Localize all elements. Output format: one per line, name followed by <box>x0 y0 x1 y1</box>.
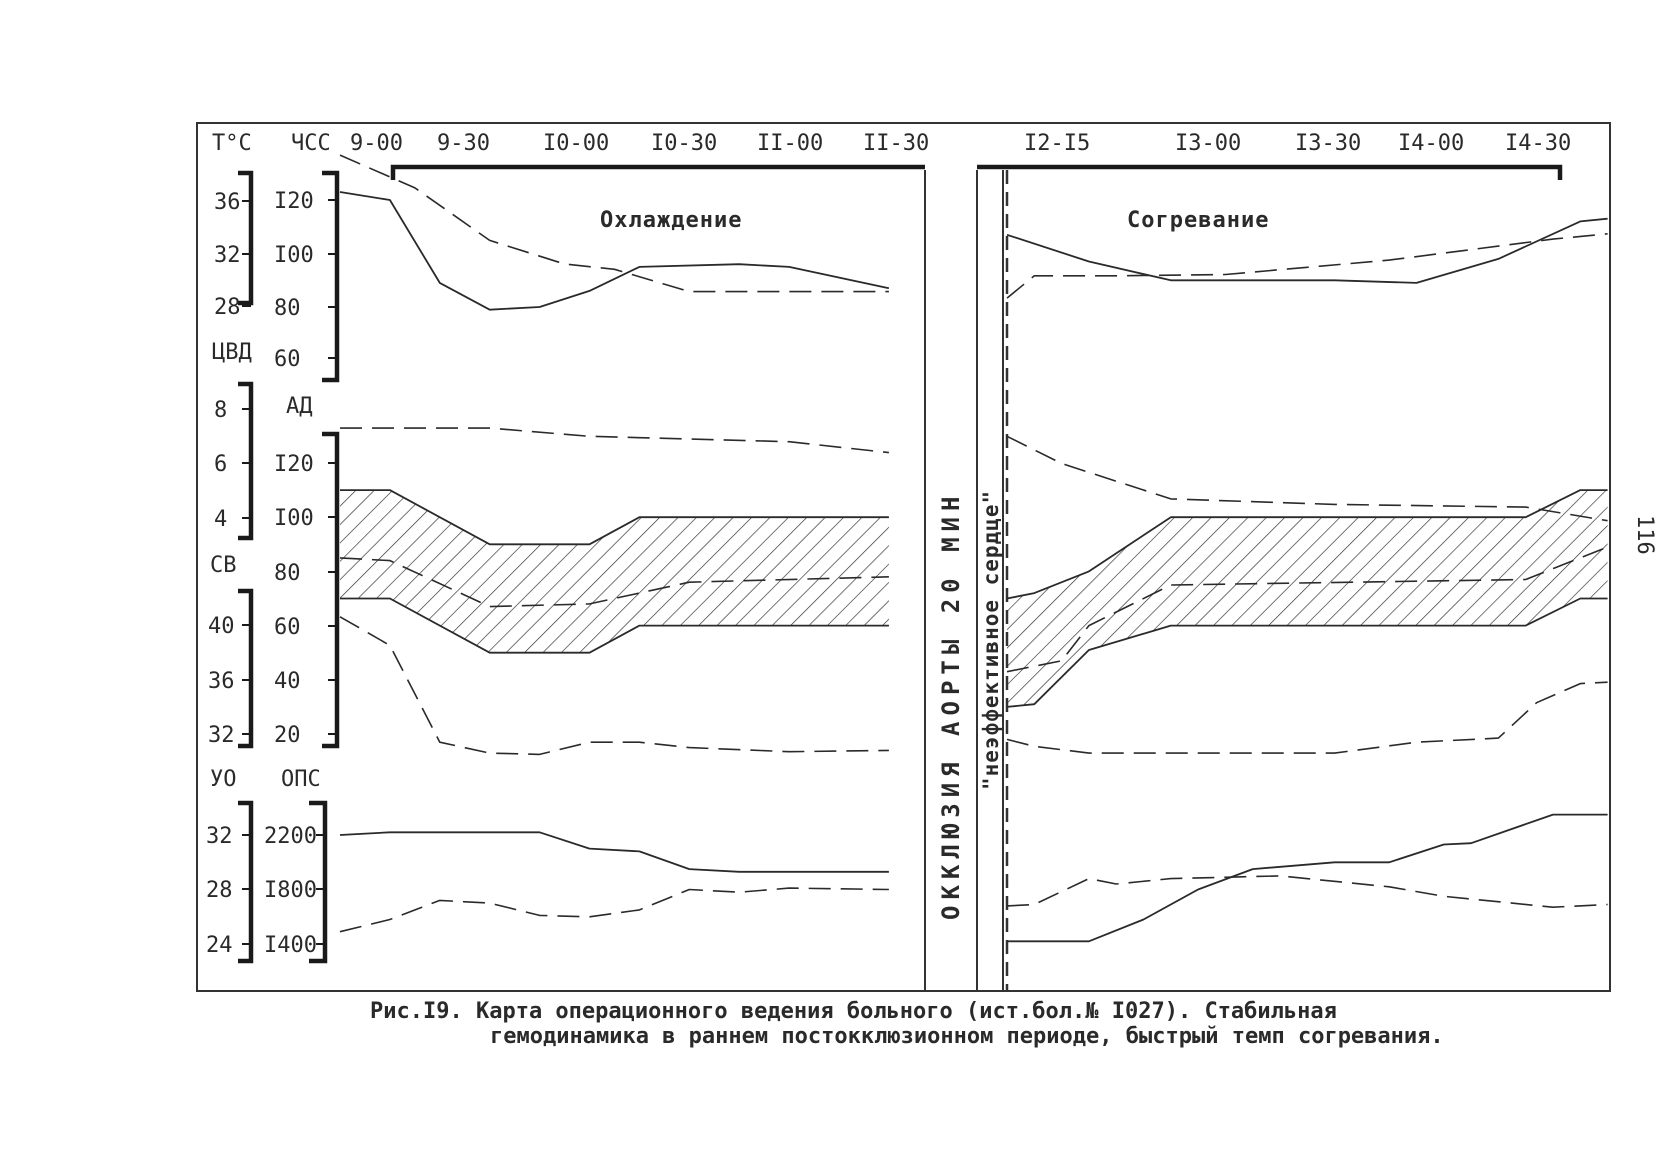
series-line-bp-cooling <box>340 489 889 546</box>
bp-tick-label: 20 <box>274 723 301 748</box>
time-tick-label: I4-00 <box>1398 131 1464 156</box>
bp-tick-label: I00 <box>274 506 314 531</box>
bp-band-cooling <box>340 490 889 653</box>
time-tick-label: 9-00 <box>350 131 403 156</box>
blood-volume-tick-label: 36 <box>208 669 235 694</box>
series-line-bp-cooling <box>339 557 889 608</box>
series-line-temperature-warming <box>1006 233 1608 299</box>
series-line-bp-warming <box>1006 597 1608 708</box>
time-tick-label: I3-00 <box>1175 131 1241 156</box>
cvp-tick-label: 4 <box>214 507 227 532</box>
heart-rate-tick-label: I00 <box>274 243 314 268</box>
bp-tick-label: 80 <box>274 561 301 586</box>
temperature-tick-label: 28 <box>214 295 241 320</box>
resistance-tick-label: I800 <box>264 878 317 903</box>
stroke-volume-tick-label: 24 <box>206 933 233 958</box>
heart-rate-tick-label: 60 <box>274 347 301 372</box>
time-tick-label: I4-30 <box>1505 131 1571 156</box>
time-tick-label: I2-I5 <box>1024 131 1090 156</box>
heart-rate-header: ЧСС <box>291 131 331 156</box>
caption-line-1: Рис.I9. Карта операционного ведения боль… <box>370 999 1337 1024</box>
series-line-bp-warming <box>1006 489 1608 600</box>
resistance-tick-label: 2200 <box>264 824 317 849</box>
page-number: 116 <box>1632 515 1657 555</box>
series-line-temperature-cooling <box>339 154 889 293</box>
occlusion-label: ОККЛЮЗИЯ АОРТЫ 20 МИН <box>937 491 965 920</box>
time-axis <box>390 164 1563 180</box>
bp-tick-label: 40 <box>274 669 301 694</box>
occlusion-band <box>924 170 1009 991</box>
caption-line-2: гемодинамика в раннем постокклюзионном п… <box>490 1024 1444 1049</box>
resistance-axis-label: ОПС <box>281 767 321 792</box>
time-tick-label: II-00 <box>757 131 823 156</box>
heart-rate-tick-label: I20 <box>274 189 314 214</box>
bp-tick-label: 60 <box>274 615 301 640</box>
blood-volume-tick-label: 32 <box>208 723 235 748</box>
ineffective-heart-label: "неэффективное сердце" <box>979 490 1003 790</box>
blood-volume-tick-label: 40 <box>208 614 235 639</box>
temperature-tick-label: 36 <box>214 190 241 215</box>
time-tick-label: I0-30 <box>651 131 717 156</box>
series-line-bp-warming <box>1006 546 1608 673</box>
blood-volume-axis-label: СВ <box>210 553 237 578</box>
series-line-cvp-cooling <box>340 427 889 454</box>
series-line-resistance-warming <box>1006 875 1608 908</box>
bp-axis-label: АД <box>286 394 313 419</box>
bp-tick-label: I20 <box>274 452 314 477</box>
temperature-tick-label: 32 <box>214 243 241 268</box>
time-tick-label: I0-00 <box>543 131 609 156</box>
cvp-axis-label: ЦВД <box>212 340 252 365</box>
cvp-tick-label: 6 <box>214 452 227 477</box>
series-line-blood_volume-cooling <box>339 616 889 756</box>
series-line-bp-cooling <box>340 597 889 654</box>
cooling-label: Охлаждение <box>600 208 742 233</box>
stroke-volume-axis-label: УО <box>210 767 237 792</box>
series-line-blood_volume-warming <box>1006 681 1608 754</box>
cvp-tick-label: 8 <box>214 398 227 423</box>
time-tick-label: I3-30 <box>1295 131 1361 156</box>
series-line-stroke_volume-cooling <box>339 831 889 873</box>
stroke-volume-tick-label: 28 <box>206 878 233 903</box>
series-line-resistance-cooling <box>339 887 889 933</box>
resistance-tick-label: I400 <box>264 933 317 958</box>
warming-label: Согревание <box>1127 208 1269 233</box>
bp-band-warming <box>1007 490 1608 707</box>
series-line-heart_rate-warming <box>1006 217 1608 284</box>
series-line-heart_rate-cooling <box>339 191 890 311</box>
series-line-cvp-warming <box>1006 435 1608 522</box>
heart-rate-tick-label: 80 <box>274 296 301 321</box>
time-tick-label: II-30 <box>863 131 929 156</box>
temperature-header: T°C <box>212 131 252 156</box>
stroke-volume-tick-label: 32 <box>206 824 233 849</box>
series-line-stroke_volume-warming <box>1007 813 1608 943</box>
time-tick-label: 9-30 <box>437 131 490 156</box>
axis-brackets <box>238 170 340 964</box>
